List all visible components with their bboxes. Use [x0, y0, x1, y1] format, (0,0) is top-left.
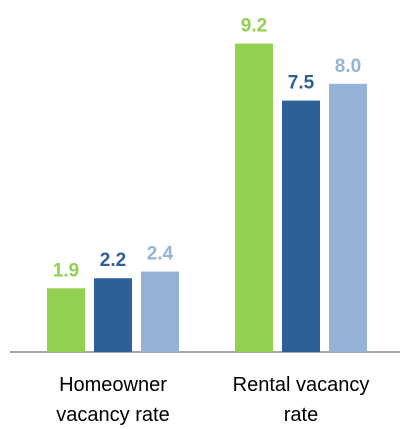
bar — [94, 278, 132, 352]
x-tick-label: Homeowner vacancy rate — [56, 374, 170, 426]
data-label: 7.5 — [288, 73, 315, 94]
data-label: 2.4 — [147, 244, 174, 265]
data-label: 9.2 — [241, 16, 267, 37]
bar — [329, 83, 367, 353]
data-label: 1.9 — [53, 260, 79, 281]
bar — [235, 43, 273, 352]
bar — [47, 288, 85, 352]
bar — [141, 271, 179, 352]
data-label: 2.2 — [100, 250, 126, 271]
x-tick-label: Rental vacancy rate — [232, 374, 370, 426]
bar — [282, 100, 320, 352]
data-label: 8.0 — [335, 56, 361, 77]
